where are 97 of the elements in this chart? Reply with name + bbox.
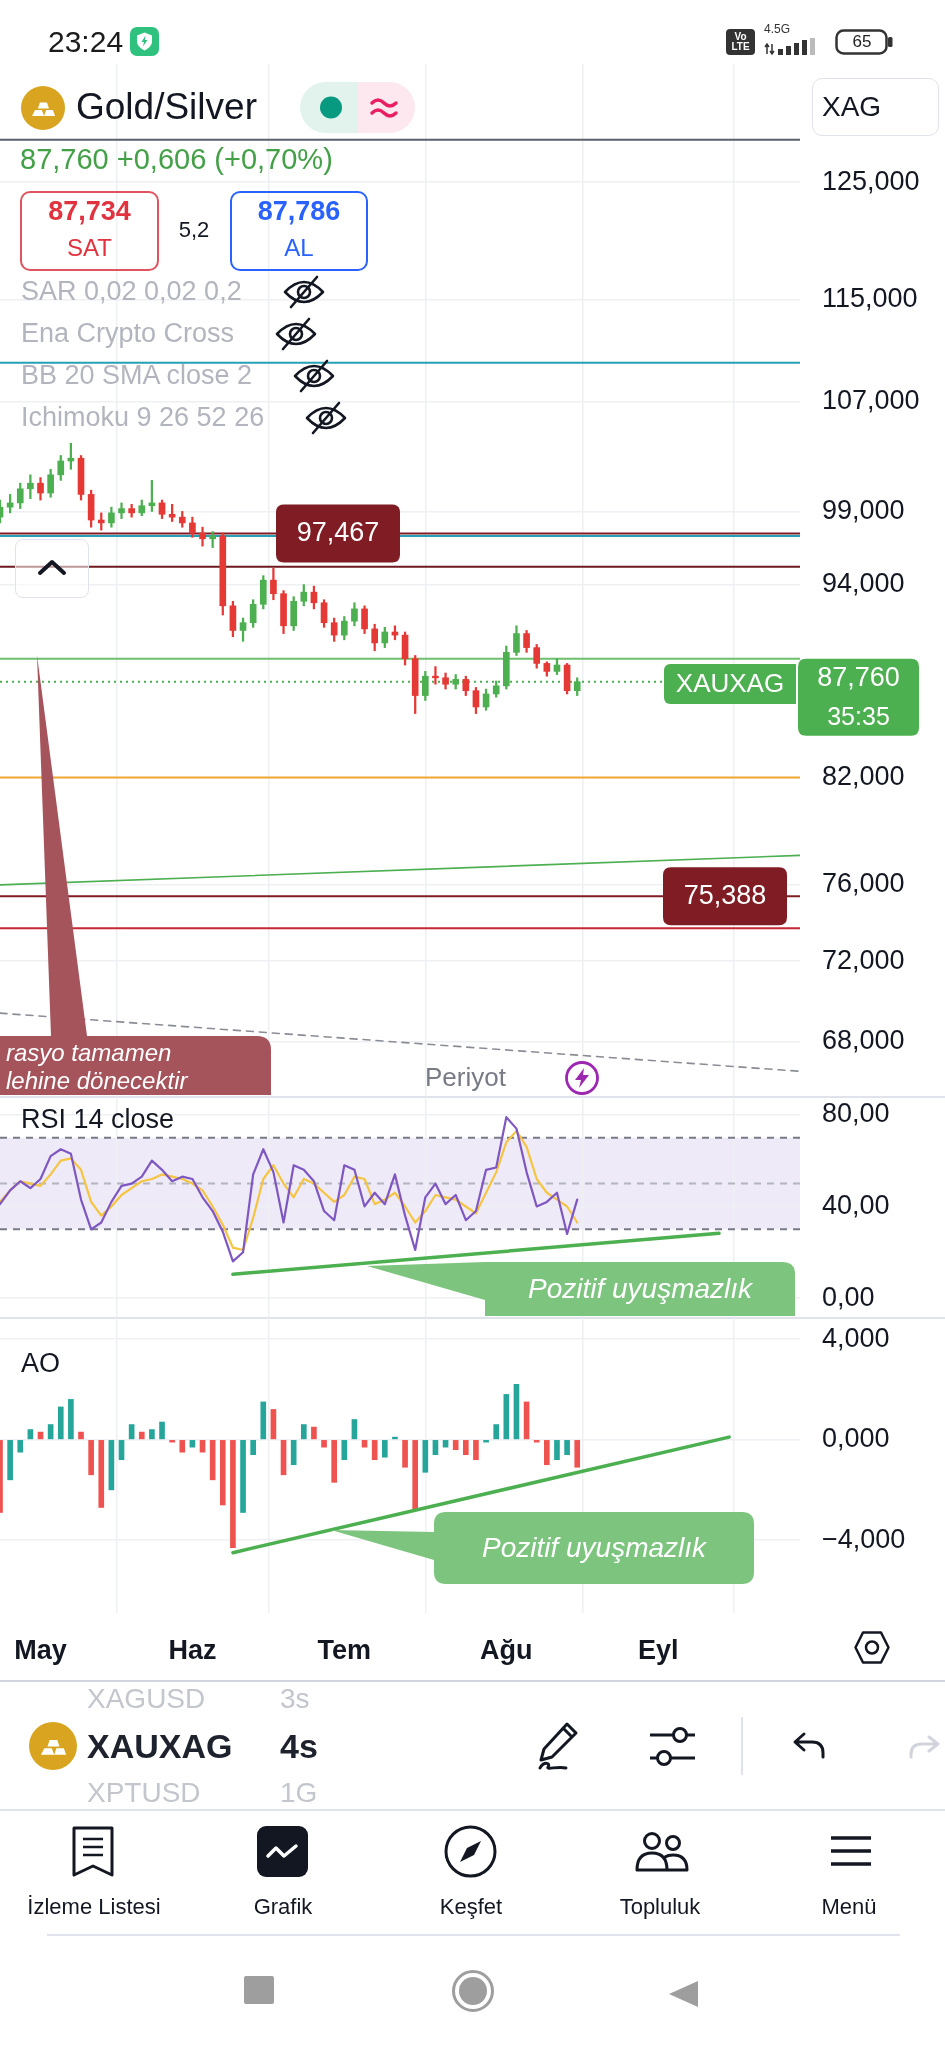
text: XAG: [822, 90, 882, 124]
annotation: SAT: [67, 234, 112, 262]
text: AO: [21, 1348, 61, 1380]
y-tick-label: 68,000: [822, 1025, 905, 1056]
y-tick-label: 76,000: [822, 868, 905, 899]
bar: [311, 1426, 317, 1440]
annotation: BB 20 SMA close 2: [21, 360, 253, 392]
y-tick-label: 0,00: [822, 1281, 875, 1312]
annotation: Ichimoku 9 26 52 26: [21, 402, 265, 434]
bar: [503, 1394, 510, 1440]
bar: [574, 1440, 581, 1468]
y-tick-label: 80,00: [822, 1098, 890, 1129]
y-tick-label: 4,000: [822, 1322, 890, 1353]
y-tick-label: 107,000: [822, 385, 920, 416]
bar: [422, 1440, 429, 1473]
text: Gold/Silver: [76, 85, 257, 129]
bar: [321, 1440, 327, 1448]
x-tick-label: May: [14, 1634, 67, 1665]
text: 4s: [280, 1727, 318, 1767]
text: Keşfet: [439, 1894, 503, 1920]
text: XAGUSD: [87, 1682, 206, 1716]
annotation: AL: [284, 234, 314, 262]
bar: [371, 1440, 378, 1461]
text: XAUXAG: [87, 1727, 233, 1767]
y-tick-label: 0,000: [822, 1423, 890, 1454]
y-tick-label: 72,000: [822, 944, 905, 975]
bar: [493, 1424, 500, 1440]
bar: [138, 1431, 145, 1440]
bar: [260, 1401, 267, 1440]
chart-title: RSI 14 close: [21, 1104, 175, 1136]
bar: [219, 1440, 226, 1506]
bar: [179, 1440, 186, 1453]
candlestick: [432, 666, 439, 685]
bar: [230, 1440, 236, 1548]
bar: [462, 1440, 469, 1456]
annotation: rasyo tamamen lehine dönecektir: [6, 1039, 190, 1095]
annotation: 87,786: [257, 196, 341, 228]
y-tick-label: 99,000: [822, 494, 905, 525]
bar: [240, 1440, 246, 1513]
bar: [452, 1440, 459, 1450]
y-tick-label: 40,00: [822, 1189, 890, 1220]
bar: [7, 1440, 13, 1481]
bar: [412, 1440, 419, 1511]
y-tick-label: 94,000: [822, 568, 905, 599]
bar: [300, 1424, 307, 1440]
annotation: Ena Crypto Cross: [21, 318, 235, 350]
bar: [78, 1431, 84, 1440]
bar: [17, 1440, 24, 1453]
bar: [473, 1440, 479, 1461]
y-tick-label: 82,000: [822, 760, 905, 791]
annotation: Periyot: [425, 1062, 506, 1093]
text: Menü: [821, 1894, 877, 1920]
x-tick-label: Ağu: [480, 1634, 533, 1665]
text: 35:35: [827, 701, 890, 731]
text: 23:24: [48, 24, 124, 60]
y-tick-label: −4,000: [822, 1523, 906, 1554]
text: Grafik: [253, 1894, 313, 1920]
bar: [331, 1440, 338, 1483]
ref-line-label: 87,760: [817, 662, 900, 693]
ref-line-label: 75,388: [683, 879, 767, 910]
bar: [159, 1421, 165, 1440]
text: Topluluk: [619, 1894, 701, 1920]
ref-line-label: 97,467: [296, 516, 380, 547]
x-tick-label: Haz: [168, 1634, 217, 1665]
candlestick: [27, 474, 34, 499]
bar: [341, 1440, 348, 1461]
bar: [57, 1406, 64, 1440]
bar: [88, 1440, 94, 1476]
x-tick-label: Eyl: [637, 1634, 679, 1665]
text: XPTUSD: [87, 1776, 201, 1810]
annotation: Pozitif uyuşmazlık: [527, 1272, 753, 1306]
text: 1G: [280, 1776, 318, 1810]
bar: [381, 1440, 388, 1458]
text: Vo LTE: [726, 29, 755, 55]
y-tick-label: 125,000: [822, 165, 920, 196]
bar: [250, 1440, 256, 1456]
text: 4.5G: [764, 22, 791, 37]
bar: [564, 1440, 570, 1456]
annotation: XAUXAG: [664, 664, 796, 704]
bar: [544, 1440, 550, 1466]
bar: [199, 1440, 206, 1453]
bar: [98, 1440, 105, 1508]
annotation: 87,760 +0,606 (+0,70%): [20, 143, 333, 177]
annotation: SAR 0,02 0,02 0,2: [21, 276, 242, 308]
text: 65: [852, 32, 872, 52]
y-tick-label: 115,000: [822, 283, 918, 314]
bar: [290, 1440, 297, 1466]
bar: [68, 1399, 74, 1440]
bar: [402, 1440, 408, 1468]
x-tick-label: Tem: [317, 1634, 372, 1665]
bar: [149, 1429, 155, 1440]
annotation: Pozitif uyuşmazlık: [481, 1531, 707, 1565]
annotation: 5,2: [178, 217, 210, 243]
bar: [554, 1440, 560, 1461]
text: 3s: [280, 1682, 310, 1716]
annotation: 87,734: [48, 196, 131, 228]
text: İzleme Listesi: [27, 1894, 161, 1920]
